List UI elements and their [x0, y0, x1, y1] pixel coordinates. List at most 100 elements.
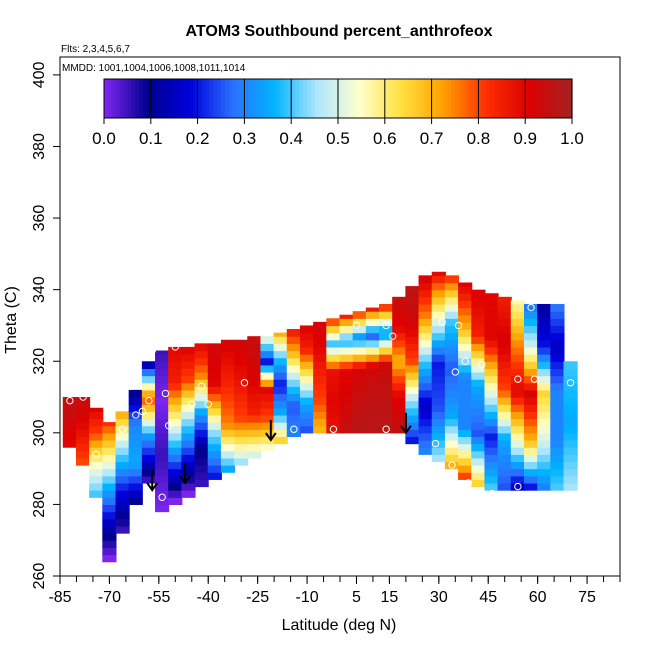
heatmap-cell: [115, 511, 130, 520]
colorbar-tick-label: 0.9: [513, 129, 537, 148]
heatmap-cell: [168, 354, 183, 362]
heatmap-cell: [497, 368, 512, 377]
flight-marker-arrow: [146, 470, 159, 492]
heatmap-cell: [194, 422, 209, 430]
x-tick-label: 30: [430, 589, 448, 606]
heatmap-cell: [207, 350, 222, 359]
sample-point: [171, 343, 179, 351]
heatmap-cell: [550, 354, 565, 362]
heatmap-cell: [458, 307, 473, 316]
heatmap-cell: [141, 461, 157, 470]
heatmap-cell: [418, 439, 433, 448]
heatmap-cell: [273, 436, 288, 445]
colorbar-tick-label: 0.6: [373, 129, 397, 148]
heatmap-cell: [247, 364, 262, 373]
heatmap-cell: [141, 368, 157, 377]
heatmap-cell: [102, 422, 117, 427]
heatmap-cell: [563, 432, 578, 441]
heatmap-cell: [313, 368, 328, 377]
heatmap-cell: [537, 332, 552, 341]
heatmap-cell: [563, 397, 578, 405]
heatmap-cell: [418, 411, 433, 420]
heatmap-cell: [207, 414, 222, 423]
heatmap-cell: [207, 422, 222, 430]
heatmap-cell: [510, 354, 525, 362]
colorbar-segment: [443, 79, 448, 118]
heatmap-cell: [220, 400, 236, 409]
heatmap-cell: [168, 346, 183, 355]
colorbar-segment: [193, 79, 199, 118]
heatmap-cell: [510, 382, 525, 391]
heatmap-cell: [286, 407, 301, 416]
heatmap-cell: [497, 468, 512, 477]
heatmap-cell: [444, 382, 460, 391]
heatmap-cell: [418, 418, 433, 427]
chart-title: ATOM3 Southbound percent_anthrofeox: [186, 23, 493, 40]
heatmap-cell: [234, 339, 249, 344]
heatmap-cell: [365, 418, 381, 427]
heatmap-cell: [405, 393, 420, 402]
colorbar-tick-label: 0.2: [186, 129, 210, 148]
dates-note: MMDD: 1001,1004,1006,1008,1011,1014: [62, 63, 246, 74]
heatmap-cell: [62, 439, 77, 448]
heatmap-cell: [326, 368, 341, 377]
heatmap-cell: [75, 443, 91, 452]
heatmap-cell: [497, 382, 512, 391]
heatmap-cell: [563, 389, 578, 398]
heatmap-cell: [405, 379, 420, 387]
heatmap-cell: [299, 332, 315, 341]
colorbar-segment: [486, 79, 491, 118]
sample-point: [464, 479, 473, 487]
heatmap-cell: [286, 400, 301, 409]
heatmap-cell: [168, 411, 183, 420]
heatmap-cell: [102, 511, 117, 520]
colorbar-segment: [279, 79, 284, 118]
heatmap-cell: [220, 436, 236, 445]
heatmap-cell: [286, 386, 301, 395]
heatmap-cell: [497, 375, 512, 384]
heatmap-cell: [537, 432, 552, 441]
x-tick-label: 45: [479, 589, 497, 606]
colorbar-segment: [170, 79, 175, 118]
heatmap-cell: [365, 346, 381, 355]
heatmap-cell: [155, 482, 170, 491]
heatmap-cell: [471, 393, 486, 402]
heatmap-cell: [471, 364, 486, 373]
heatmap-cell: [102, 497, 117, 506]
y-tick-label: 400: [31, 61, 48, 88]
heatmap-cell: [510, 475, 525, 484]
heatmap-cell: [102, 468, 117, 477]
heatmap-cell: [471, 386, 486, 395]
sample-point: [431, 439, 440, 448]
heatmap-cell: [89, 407, 104, 412]
y-tick-label: 300: [31, 419, 48, 446]
colorbar-segment: [497, 79, 503, 118]
heatmap-cell: [115, 497, 130, 506]
heatmap-cell: [313, 361, 328, 369]
heatmap-cell: [405, 371, 420, 380]
heatmap-cell: [194, 472, 209, 480]
heatmap-cell: [497, 332, 512, 341]
heatmap-cell: [431, 368, 446, 377]
heatmap-cell: [550, 447, 565, 455]
heatmap-cell: [299, 368, 315, 377]
heatmap-cell: [444, 318, 460, 327]
heatmap-cell: [392, 404, 407, 412]
heatmap-cell: [352, 346, 367, 355]
heatmap-cell: [444, 361, 460, 369]
heatmap-cell: [352, 311, 367, 319]
heatmap-cell: [207, 429, 222, 438]
heatmap-cell: [497, 418, 512, 427]
heatmap-cell: [523, 447, 539, 455]
heatmap-cell: [523, 303, 539, 312]
heatmap-cell: [537, 439, 552, 448]
heatmap-cell: [128, 447, 143, 455]
heatmap-cell: [379, 339, 394, 348]
heatmap-cell: [431, 311, 446, 319]
heatmap-cell: [141, 454, 157, 463]
heatmap-cell: [418, 389, 433, 398]
heatmap-cell: [431, 454, 446, 463]
x-tick-label: 5: [352, 589, 361, 606]
heatmap-cell: [260, 422, 275, 430]
heatmap-cell: [365, 375, 381, 384]
